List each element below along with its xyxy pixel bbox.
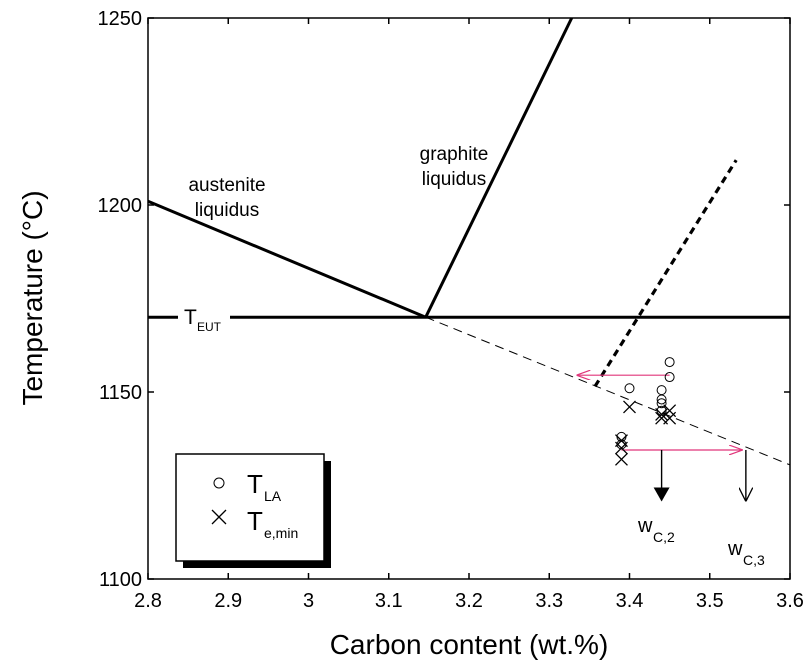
svg-text:LA: LA [264, 488, 282, 504]
point-t-la-7 [664, 372, 675, 383]
legend-marker-circle [213, 477, 225, 489]
y-tick-label: 1100 [99, 569, 142, 591]
point-t-e-min-4 [655, 407, 669, 421]
legend: T LA T e,min [175, 453, 331, 568]
x-tick-label: 3 [303, 590, 314, 612]
diagram-lines [147, 17, 791, 466]
svg-text:austenite: austenite [188, 175, 265, 196]
point-t-la-4 [656, 394, 667, 405]
x-tick-label: 3.3 [535, 590, 563, 612]
svg-text:liquidus: liquidus [422, 169, 486, 190]
x-tick-label: 3.4 [616, 590, 644, 612]
x-tick-label: 2.8 [134, 590, 162, 612]
point-t-e-min-3 [623, 400, 636, 414]
point-t-la-8 [664, 357, 675, 368]
svg-text:T: T [247, 469, 263, 499]
y-axis-title: Temperature (°C) [17, 190, 48, 405]
axis-ticks: 2.8 2.9 3 3.1 3.2 3.3 3.4 3.5 3.6 1100 1150 1200 125… [98, 8, 804, 612]
x-tick-label: 3.5 [696, 590, 724, 612]
point-t-e-min-0 [615, 434, 628, 448]
line-1 [424, 17, 574, 318]
annotation-austenite-liquidus: austenite liquidus [188, 175, 265, 221]
legend-entry-t-la: T LA [247, 469, 282, 504]
legend-entry-t-e-min: T e,min [247, 506, 298, 541]
point-t-e-min-2 [615, 452, 628, 466]
line-3 [425, 316, 791, 466]
svg-text:graphite: graphite [420, 144, 489, 165]
svg-text:T: T [184, 306, 197, 329]
data-points [615, 357, 677, 466]
point-t-e-min-7 [663, 411, 677, 425]
point-t-la-3 [656, 385, 667, 396]
line-0 [147, 199, 427, 319]
x-tick-label: 2.9 [214, 590, 242, 612]
y-tick-label: 1250 [98, 8, 143, 30]
line-4 [593, 159, 738, 388]
svg-text:liquidus: liquidus [195, 200, 259, 221]
x-tick-label: 3.1 [375, 590, 403, 612]
y-tick-label: 1200 [98, 195, 143, 217]
svg-text:C,3: C,3 [743, 552, 765, 568]
point-t-la-5 [656, 398, 667, 409]
t-eut-label-background [178, 304, 230, 332]
x-axis-title: Carbon content (wt.%) [330, 629, 609, 660]
svg-text:w: w [637, 515, 653, 537]
svg-text:C,2: C,2 [653, 529, 675, 545]
point-t-e-min-1 [615, 441, 628, 455]
svg-text:T: T [247, 506, 263, 536]
annotation-graphite-liquidus: graphite liquidus [420, 144, 489, 190]
annotation-w-c3: w C,3 [727, 538, 765, 568]
legend-marker-x [211, 509, 227, 525]
x-tick-label: 3.2 [455, 590, 483, 612]
svg-text:EUT: EUT [197, 320, 222, 334]
diagram-arrows [577, 375, 746, 502]
point-t-la-2 [624, 383, 635, 394]
svg-text:w: w [727, 538, 743, 560]
legend-box [175, 453, 325, 562]
annotation-w-c2: w C,2 [637, 515, 675, 545]
annotation-t-eut: T EUT [184, 306, 222, 334]
svg-text:e,min: e,min [264, 525, 298, 541]
x-tick-label: 3.6 [776, 590, 804, 612]
y-tick-label: 1150 [99, 382, 142, 404]
